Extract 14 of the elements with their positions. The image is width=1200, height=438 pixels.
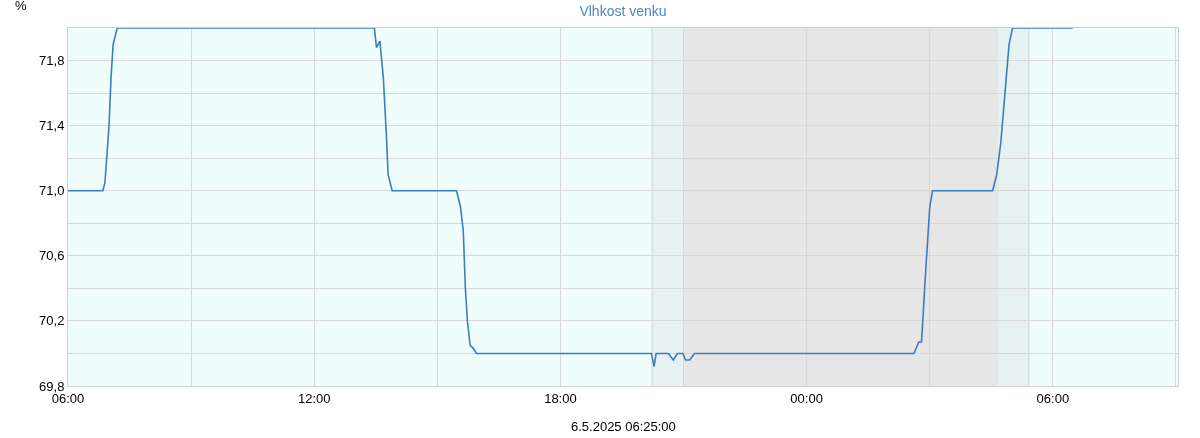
chart-title: Vlhkost venku (579, 3, 667, 20)
x-tick-label: 12:00 (297, 390, 331, 406)
x-tick-label: 18:00 (544, 390, 577, 406)
y-tick-label: 71,4 (39, 118, 65, 134)
y-tick-label: 69,8 (39, 378, 65, 394)
x-tick-label: 00:00 (790, 390, 823, 406)
text: 6.5.2025 06:25:00 (571, 419, 676, 434)
y-axis-title: % (15, 0, 27, 13)
y-tick-label: 70,2 (39, 313, 65, 329)
x-tick-label: 06:00 (1036, 390, 1070, 406)
y-tick-label: 70,6 (39, 248, 65, 264)
y-tick-label: 71,8 (39, 53, 65, 69)
y-tick-label: 71,0 (39, 183, 65, 199)
line-series (68, 28, 1074, 368)
